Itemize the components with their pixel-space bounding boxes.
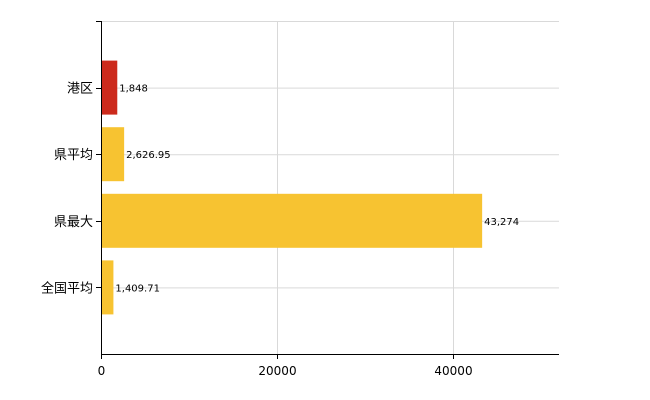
category-label: 県最大 — [54, 215, 93, 230]
x-tick-label: 0 — [98, 364, 106, 378]
bar[interactable] — [101, 60, 118, 115]
bar[interactable] — [101, 260, 114, 315]
bars — [101, 60, 483, 315]
grid-lines — [101, 21, 559, 354]
category-label: 港区 — [67, 82, 93, 97]
data-label: 2,626.95 — [126, 150, 171, 161]
bar[interactable] — [101, 193, 483, 248]
data-label: 43,274 — [484, 217, 519, 228]
x-tick-label: 20000 — [258, 364, 296, 378]
bar[interactable] — [101, 127, 125, 182]
x-tick-label: 40000 — [434, 364, 472, 378]
data-label: 1,409.71 — [115, 283, 160, 294]
category-label: 全国平均 — [41, 280, 93, 296]
category-label: 県平均 — [54, 148, 93, 163]
axes — [96, 21, 559, 359]
data-label: 1,848 — [119, 84, 148, 95]
